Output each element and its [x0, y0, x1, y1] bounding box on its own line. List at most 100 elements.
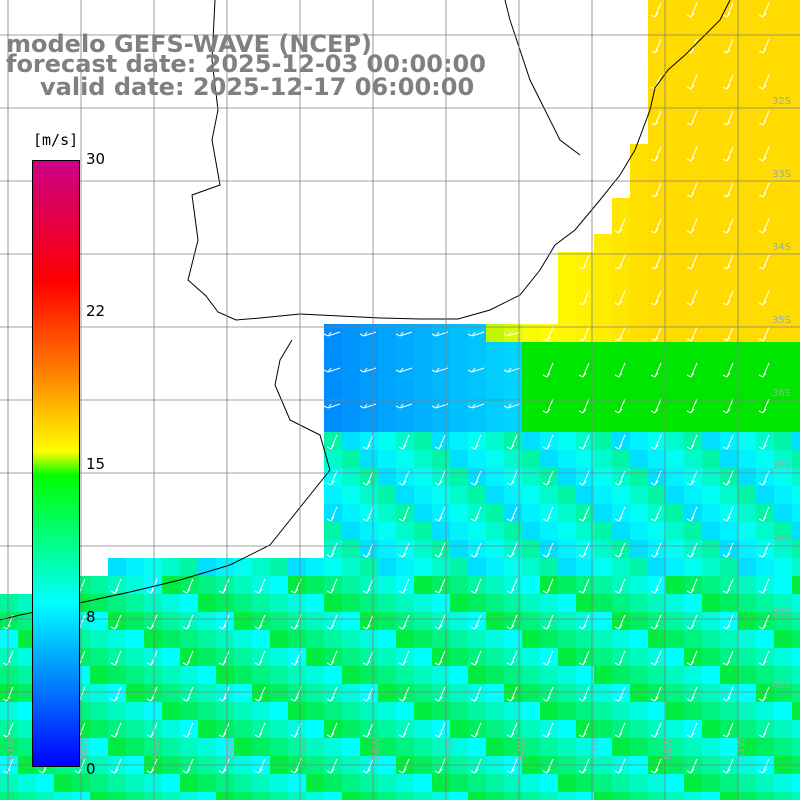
wind-arrow: [542, 542, 554, 558]
wind-cell: [756, 90, 775, 109]
wind-cell: [792, 414, 800, 433]
wind-arrow: [362, 614, 374, 630]
wind-cell: [540, 396, 559, 415]
wind-cell: [576, 774, 595, 793]
wind-arrow: [506, 578, 518, 594]
wind-cell: [450, 684, 469, 703]
wind-cell: [108, 612, 127, 631]
wind-cell: [738, 414, 757, 433]
wind-cell: [378, 558, 397, 577]
wind-cell: [612, 558, 631, 577]
wind-cell: [486, 738, 505, 757]
wind-cell: [468, 666, 487, 685]
valid-date: valid date: 2025-12-17 06:00:00: [40, 73, 475, 101]
wind-cell: [216, 774, 235, 793]
wind-cell: [684, 450, 703, 469]
wind-cell: [144, 774, 163, 793]
wind-cell: [684, 396, 703, 415]
wind-cell: [684, 378, 703, 397]
wind-cell: [162, 576, 181, 595]
wind-cell: [702, 144, 721, 163]
wind-cell: [756, 666, 775, 685]
wind-cell: [198, 720, 217, 739]
wind-arrow: [722, 578, 734, 594]
wind-cell: [666, 342, 685, 361]
lon-label: 57W: [298, 737, 309, 760]
wind-cell: [648, 126, 667, 145]
wind-cell: [720, 288, 739, 307]
wind-cell: [18, 612, 37, 631]
wind-arrow: [398, 614, 410, 630]
wind-cell: [450, 720, 469, 739]
wind-cell: [720, 612, 739, 631]
wind-cell: [504, 738, 523, 757]
wind-arrow: [434, 686, 446, 702]
wind-arrow: [503, 367, 521, 373]
wind-cell: [252, 630, 271, 649]
wind-cell: [306, 612, 325, 631]
wind-cell: [540, 630, 559, 649]
wind-cell: [612, 684, 631, 703]
wind-cell: [774, 144, 793, 163]
wind-cell: [486, 702, 505, 721]
wind-cell: [540, 774, 559, 793]
wind-arrow: [650, 290, 662, 306]
wind-cell: [432, 378, 451, 397]
wind-cell: [18, 666, 37, 685]
wind-cell: [108, 792, 127, 800]
wind-cell: [522, 486, 541, 505]
wind-cell: [396, 702, 415, 721]
wind-cell: [612, 216, 631, 235]
wind-cell: [774, 198, 793, 217]
wind-cell: [486, 648, 505, 667]
wind-cell: [720, 432, 739, 451]
wind-cell: [342, 468, 361, 487]
wind-cell: [666, 792, 685, 800]
wind-cell: [126, 558, 145, 577]
wind-cell: [360, 540, 379, 559]
wind-cell: [396, 360, 415, 379]
wind-cell: [396, 504, 415, 523]
wind-cell: [558, 504, 577, 523]
wind-cell: [288, 594, 307, 613]
wind-cell: [594, 504, 613, 523]
wind-arrow: [686, 614, 698, 630]
wind-arrow: [182, 722, 194, 738]
wind-cell: [180, 558, 199, 577]
wind-cell: [216, 594, 235, 613]
wind-cell: [774, 738, 793, 757]
wind-cell: [756, 216, 775, 235]
wind-cell: [612, 378, 631, 397]
wind-cell: [414, 432, 433, 451]
wind-cell: [648, 378, 667, 397]
wind-cell: [684, 648, 703, 667]
wind-cell: [702, 486, 721, 505]
wind-cell: [162, 666, 181, 685]
lat-label: 32S: [772, 96, 791, 107]
lat-label: 40S: [772, 680, 791, 691]
wind-cell: [720, 162, 739, 181]
wind-cell: [774, 180, 793, 199]
wind-cell: [630, 738, 649, 757]
wind-cell: [504, 504, 523, 523]
wind-arrow: [686, 434, 698, 450]
wind-cell: [126, 774, 145, 793]
wind-cell: [738, 468, 757, 487]
wind-arrow: [434, 578, 446, 594]
wind-cell: [522, 504, 541, 523]
wind-cell: [792, 198, 800, 217]
wind-cell: [18, 738, 37, 757]
wind-cell: [378, 576, 397, 595]
wind-cell: [594, 342, 613, 361]
wind-cell: [288, 702, 307, 721]
wind-cell: [738, 270, 757, 289]
wind-cell: [468, 684, 487, 703]
wind-cell: [324, 360, 343, 379]
wind-cell: [720, 558, 739, 577]
wind-cell: [630, 504, 649, 523]
wind-arrow: [686, 146, 698, 162]
wind-cell: [576, 666, 595, 685]
wind-cell: [90, 576, 109, 595]
wind-cell: [90, 612, 109, 631]
wind-cell: [540, 684, 559, 703]
